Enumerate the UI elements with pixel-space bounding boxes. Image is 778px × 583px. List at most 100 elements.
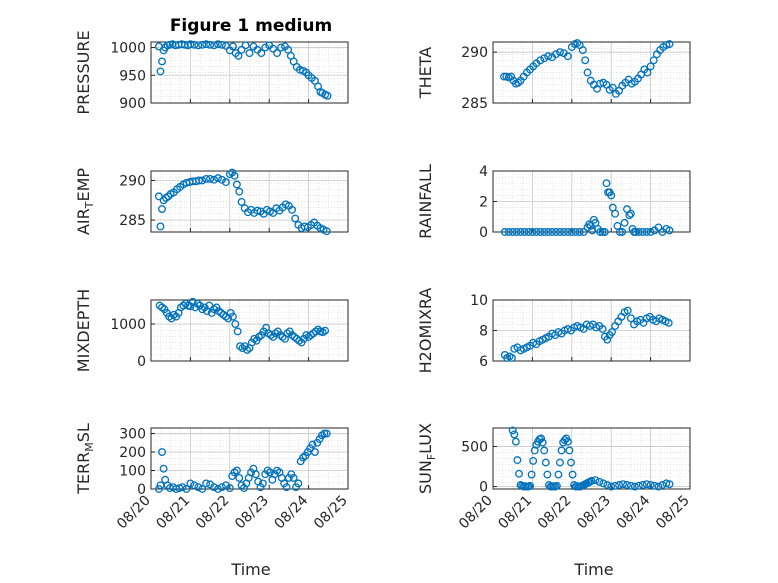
y-tick-label: 285 [119, 213, 146, 229]
data-point [557, 446, 566, 455]
data-point [158, 205, 166, 213]
data-point [536, 228, 545, 236]
y-axis-label-main: PRESSURE [74, 30, 93, 114]
data-point [638, 481, 647, 489]
data-point [318, 431, 326, 440]
x-axis-label-right: Time [573, 560, 613, 579]
y-axis-label-main: RAINFALL [416, 164, 435, 239]
data-point [571, 228, 580, 236]
data-point [615, 228, 624, 236]
data-point [263, 466, 272, 475]
data-point [210, 305, 218, 314]
y-axis-label-subscript: M [83, 442, 96, 452]
data-point [255, 333, 263, 341]
data-point [206, 40, 215, 49]
data-point [608, 83, 617, 92]
data-point [288, 205, 297, 214]
data-point [156, 67, 165, 76]
data-point [654, 482, 663, 491]
y-axis-label-main: AIR [74, 208, 93, 235]
axes-box [150, 427, 349, 490]
y-tick-label: 290 [119, 174, 146, 190]
data-point [665, 40, 674, 48]
data-point [261, 43, 270, 52]
data-point [512, 228, 521, 236]
data-point [626, 209, 635, 218]
data-point [251, 470, 260, 479]
y-axis-label-main: THETA [416, 47, 435, 99]
y-axis-label: H2OMIXRA [416, 288, 435, 374]
axes-box [492, 427, 691, 490]
data-point [156, 222, 165, 231]
data-point [169, 310, 178, 319]
y-axis-label-rest: EMP [74, 168, 93, 202]
data-point [642, 228, 651, 236]
data-point [186, 302, 195, 311]
y-axis-label-main: TERR [74, 452, 93, 495]
data-point [237, 45, 246, 54]
y-tick-label: 0 [479, 480, 488, 496]
data-point [643, 68, 652, 77]
data-point [210, 175, 218, 184]
data-point [634, 228, 643, 236]
data-point [540, 54, 549, 63]
data-point [654, 223, 663, 232]
data-point [321, 326, 330, 335]
data-point [202, 174, 211, 183]
y-tick-label: 285 [461, 96, 488, 112]
data-point [159, 196, 168, 205]
data-point [634, 481, 643, 490]
data-point [232, 466, 241, 475]
y-axis-label-main: H2OMIXRA [416, 288, 435, 374]
y-axis-label: MIXDEPTH [74, 289, 93, 372]
data-point [210, 483, 218, 492]
data-point [567, 228, 576, 236]
data-point [665, 226, 674, 235]
data-point [182, 485, 191, 493]
data-point [233, 327, 242, 336]
data-point [154, 192, 163, 201]
data-point [273, 49, 282, 58]
data-point [552, 481, 561, 490]
axes-box [492, 41, 691, 104]
y-tick-label: 950 [119, 68, 146, 84]
y-axis-label: PRESSURE [74, 30, 93, 114]
data-point [214, 307, 223, 316]
data-point [646, 228, 655, 236]
data-point [630, 482, 639, 491]
data-point [250, 334, 259, 343]
data-point [217, 40, 226, 49]
data-point [282, 483, 291, 492]
data-point [202, 479, 211, 488]
data-point [269, 44, 278, 53]
y-tick-label: 4 [479, 164, 488, 180]
data-point [583, 68, 592, 77]
data-point [190, 40, 199, 49]
data-point [193, 299, 202, 308]
data-point [290, 333, 299, 341]
data-point [615, 481, 624, 489]
data-point [158, 57, 166, 66]
data-point [304, 333, 313, 341]
data-point [588, 226, 597, 235]
data-point [289, 473, 298, 482]
data-point [507, 354, 516, 362]
data-point [155, 301, 164, 310]
figure-title: Figure 1 medium [170, 16, 332, 36]
data-point [563, 437, 572, 446]
data-point [515, 469, 523, 478]
data-point [646, 481, 655, 489]
data-point [194, 483, 203, 492]
data-point [556, 458, 564, 467]
data-point [307, 331, 315, 340]
data-point [603, 335, 612, 344]
data-point [618, 228, 627, 236]
data-point [190, 481, 199, 490]
data-point [158, 448, 166, 456]
data-point [626, 481, 635, 490]
data-point [278, 333, 287, 341]
y-axis-label: SUNFLUX [416, 423, 438, 494]
data-point [240, 484, 248, 493]
data-point [579, 228, 588, 236]
data-point [596, 228, 605, 236]
